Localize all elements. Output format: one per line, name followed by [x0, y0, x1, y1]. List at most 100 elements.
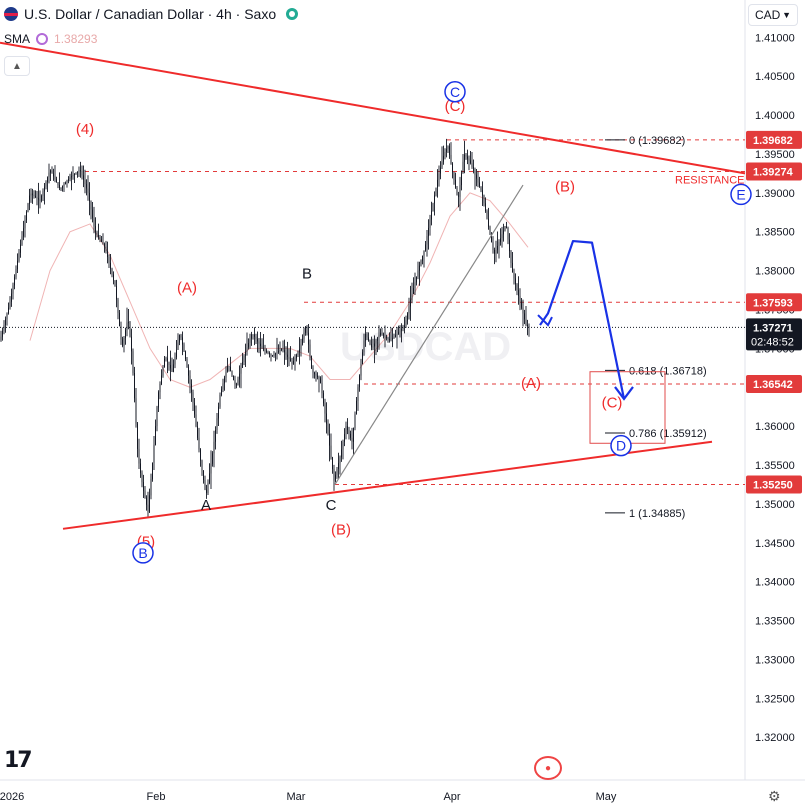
candle-body — [261, 346, 263, 349]
candle-body — [513, 272, 515, 279]
candle-body — [131, 336, 132, 352]
chart-pane[interactable] — [0, 0, 745, 780]
candle-body — [53, 173, 54, 177]
indicator-row[interactable]: SMA 1.38293 — [4, 32, 97, 46]
price-badge-label-0: 1.39682 — [753, 135, 793, 147]
candle-body — [270, 354, 272, 356]
candle-body — [222, 383, 224, 390]
gear-icon[interactable]: ⚙ — [768, 788, 781, 804]
candle-body — [404, 325, 405, 328]
candle-body — [359, 375, 360, 388]
currency-button[interactable]: CAD ▼ — [748, 4, 798, 26]
candle-body — [156, 407, 158, 427]
candle-body — [495, 249, 497, 254]
fib-label-2: 0.786 (1.35912) — [629, 428, 707, 440]
price-tick-2: 1.40000 — [755, 110, 795, 122]
candle-body — [80, 170, 81, 172]
candle-body — [429, 219, 431, 228]
price-badge-2[interactable] — [746, 293, 802, 312]
candle-body — [456, 187, 458, 196]
indicator-name[interactable]: SMA — [4, 32, 31, 46]
candle-body — [69, 177, 71, 180]
candle-body — [77, 171, 78, 173]
symbol-row[interactable]: U.S. Dollar / Canadian Dollar · 4h · Sax… — [4, 6, 299, 22]
candle-body — [194, 402, 195, 415]
candle-body — [54, 176, 56, 180]
candle-body — [117, 299, 119, 313]
wave-label-5: (A) — [521, 375, 541, 392]
price-badge-0[interactable] — [746, 130, 802, 149]
price-tick-0: 1.41000 — [755, 32, 795, 44]
wave-label-0: (4) — [76, 121, 94, 138]
tradingview-logo[interactable]: 17 — [4, 748, 33, 773]
time-axis[interactable]: 2026 Feb Mar Apr May — [0, 791, 617, 803]
candle-body — [20, 244, 21, 253]
candle-body — [453, 172, 455, 180]
candle-body — [164, 358, 165, 368]
candle-body — [168, 361, 170, 366]
candle-body — [21, 236, 23, 245]
trendline-upper-red[interactable] — [0, 41, 746, 175]
candle-body — [422, 255, 423, 261]
candle-body — [8, 307, 9, 314]
candle-body — [516, 284, 518, 291]
candle-body — [86, 184, 87, 189]
price-axis[interactable]: 1.41000 1.40500 1.40000 1.39500 1.39000 1.385… — [746, 32, 802, 744]
projection-polyline[interactable] — [539, 239, 626, 400]
candle-body — [419, 265, 420, 271]
candle-body — [198, 437, 200, 450]
flag-icon — [4, 7, 18, 21]
candle-body — [182, 337, 183, 345]
candle-body — [320, 378, 321, 383]
watermark-text: USDCAD — [340, 325, 511, 369]
candle-body — [57, 182, 59, 186]
trendline-lower-red[interactable] — [62, 440, 713, 530]
candle-body — [473, 166, 474, 171]
candle-body — [39, 199, 41, 201]
candle-body — [402, 327, 404, 329]
candle-body — [386, 336, 387, 338]
candle-body — [260, 343, 261, 347]
candle-body — [375, 340, 377, 344]
candle-body — [450, 154, 452, 164]
price-badge-3[interactable] — [746, 375, 802, 394]
event-flag-icon[interactable]: ● — [534, 756, 562, 780]
current-price-badge[interactable] — [746, 318, 802, 351]
price-badge-4[interactable] — [746, 475, 802, 494]
wave-circle-3 — [730, 183, 752, 206]
candle-body — [26, 211, 27, 221]
candle-body — [90, 201, 92, 210]
candle-body — [371, 343, 372, 348]
collapse-legend-button[interactable]: ▲ — [4, 56, 30, 76]
candle-body — [137, 423, 138, 449]
candle-body — [14, 277, 15, 286]
watermark: USDCAD — [340, 325, 511, 369]
candle-body — [158, 392, 159, 408]
candle-body — [330, 445, 332, 458]
candle-body — [75, 172, 77, 174]
candle-body — [257, 339, 258, 342]
candle-body — [329, 433, 330, 446]
indicator-settings-icon[interactable] — [36, 33, 49, 45]
trendline-grey-channel[interactable] — [334, 184, 524, 485]
price-badge-1[interactable] — [746, 162, 802, 181]
price-tick-11: 1.35500 — [755, 460, 795, 472]
candle-body — [276, 352, 278, 354]
candle-body — [110, 262, 111, 269]
candle-body — [143, 482, 144, 491]
candle-body — [399, 330, 401, 333]
symbol-title[interactable]: U.S. Dollar / Canadian Dollar · 4h · Sax… — [24, 6, 277, 22]
candle-body — [135, 398, 137, 424]
projection-path[interactable] — [537, 239, 634, 401]
candle-body — [467, 156, 468, 159]
candle-body — [477, 178, 479, 183]
candle-body — [309, 344, 311, 357]
candle-body — [524, 313, 525, 320]
candle-body — [500, 238, 501, 243]
price-tick-6: 1.38000 — [755, 266, 795, 278]
candle-body — [212, 453, 213, 464]
candle-body — [351, 437, 353, 442]
candle-body — [56, 179, 57, 183]
candle-body — [99, 237, 101, 240]
